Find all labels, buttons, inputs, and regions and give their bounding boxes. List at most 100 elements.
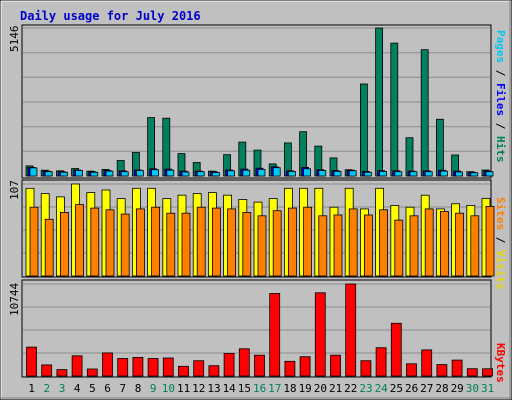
hits-bar bbox=[420, 49, 429, 177]
pages-bar bbox=[211, 172, 220, 177]
pages-bar bbox=[135, 170, 144, 177]
pages-bar bbox=[75, 170, 83, 177]
hits-bar bbox=[390, 42, 399, 177]
x-tick-label: 16 bbox=[253, 382, 266, 395]
legend-files: Files bbox=[494, 83, 507, 116]
sites-bar bbox=[181, 212, 191, 277]
x-tick-label: 26 bbox=[405, 382, 418, 395]
x-tick-label: 7 bbox=[119, 382, 126, 395]
pages-bar bbox=[181, 171, 190, 177]
legend-slash: / bbox=[494, 63, 507, 83]
kbytes-bar bbox=[162, 357, 174, 377]
pages-bar bbox=[439, 170, 448, 177]
hits-bar bbox=[359, 83, 368, 177]
sites-bar bbox=[242, 211, 252, 277]
sites-bar bbox=[333, 214, 343, 277]
x-tick-label: 11 bbox=[177, 382, 190, 395]
x-tick-label: 5 bbox=[89, 382, 96, 395]
sites-bar bbox=[60, 211, 69, 277]
legend-slash: / bbox=[494, 230, 507, 250]
x-tick-label: 22 bbox=[344, 382, 357, 395]
sites-bar bbox=[135, 208, 145, 277]
kbytes-bar bbox=[193, 360, 205, 377]
sites-bar bbox=[424, 208, 434, 277]
kbytes-bar bbox=[71, 355, 83, 377]
kbytes-bar bbox=[284, 360, 296, 377]
pages-bar bbox=[60, 171, 68, 177]
kbytes-bar bbox=[314, 292, 326, 377]
kbytes-bar bbox=[375, 347, 387, 377]
x-tick-label: 14 bbox=[223, 382, 237, 395]
sites-bar bbox=[394, 219, 404, 277]
x-tick-label: 17 bbox=[268, 382, 281, 395]
pages-bar bbox=[272, 167, 281, 177]
sites-bar bbox=[272, 210, 282, 277]
legend-sites: Sites bbox=[494, 197, 507, 230]
kbytes-bar bbox=[299, 356, 311, 377]
hits-bar bbox=[147, 117, 156, 177]
pages-bar bbox=[363, 171, 372, 177]
pages-bar bbox=[287, 170, 296, 177]
pages-bar bbox=[333, 170, 342, 177]
x-axis-day-labels: 1 2 3 4 5 6 7 8 9 10 11 12 13 14 15 16 17 18 19 20 21 22 23 24 2… bbox=[28, 382, 494, 395]
kbytes-bar bbox=[436, 364, 448, 377]
x-tick-label: 27 bbox=[420, 382, 433, 395]
pages-bar bbox=[318, 170, 327, 177]
bars bbox=[25, 27, 495, 377]
pages-bar bbox=[424, 171, 433, 177]
sites-bar bbox=[44, 218, 54, 277]
pages-bar bbox=[455, 171, 464, 177]
x-tick-label: 2 bbox=[43, 382, 50, 395]
x-tick-label: 4 bbox=[74, 382, 81, 395]
pages-bar bbox=[303, 168, 312, 177]
kbytes-bar bbox=[86, 368, 98, 377]
sites-bar bbox=[318, 215, 328, 277]
legend-pages: Pages bbox=[494, 30, 507, 63]
kbytes-bar bbox=[390, 322, 402, 377]
sites-bar bbox=[90, 207, 100, 277]
pages-bar bbox=[166, 169, 175, 177]
hits-bar bbox=[405, 137, 414, 177]
sites-bar bbox=[363, 214, 373, 277]
kbytes-bar bbox=[238, 348, 250, 377]
x-tick-label: 25 bbox=[390, 382, 403, 395]
pages-bar bbox=[105, 170, 114, 177]
kbytes-bar bbox=[132, 356, 144, 377]
kbytes-bar bbox=[223, 352, 235, 377]
sites-bar bbox=[439, 211, 449, 277]
kbytes-bar bbox=[451, 359, 463, 377]
legend-hits: Hits bbox=[494, 136, 507, 163]
hits-bar bbox=[162, 117, 171, 177]
pages-bar bbox=[44, 171, 53, 177]
sites-bar bbox=[29, 206, 39, 277]
sites-bar bbox=[120, 213, 130, 277]
pages-bar bbox=[242, 169, 251, 177]
x-tick-label: 8 bbox=[135, 382, 142, 395]
kbytes-bar bbox=[345, 283, 357, 377]
kbytes-bar bbox=[117, 358, 129, 377]
x-tick-label: 3 bbox=[59, 382, 66, 395]
x-tick-label: 24 bbox=[375, 382, 389, 395]
x-tick-label: 23 bbox=[359, 382, 372, 395]
sites-bar bbox=[227, 208, 237, 277]
x-tick-label: 28 bbox=[435, 382, 448, 395]
pages-bar bbox=[29, 167, 38, 177]
legend-sites-visits: Sites / Visits bbox=[494, 197, 507, 290]
sites-bar bbox=[485, 205, 495, 277]
x-tick-label: 1 bbox=[28, 382, 35, 395]
sites-bar bbox=[379, 209, 389, 277]
kbytes-bar bbox=[482, 368, 493, 377]
pages-bar bbox=[470, 172, 479, 177]
x-tick-label: 10 bbox=[162, 382, 175, 395]
pages-bar bbox=[348, 170, 357, 177]
sites-bar bbox=[211, 207, 221, 277]
kbytes-bar bbox=[466, 368, 478, 377]
x-tick-label: 6 bbox=[104, 382, 111, 395]
x-tick-label: 29 bbox=[451, 382, 464, 395]
sites-bar bbox=[470, 215, 480, 277]
sites-bar bbox=[303, 206, 313, 277]
sites-bar bbox=[348, 208, 358, 277]
pages-bar bbox=[227, 170, 236, 177]
x-tick-label: 12 bbox=[192, 382, 205, 395]
